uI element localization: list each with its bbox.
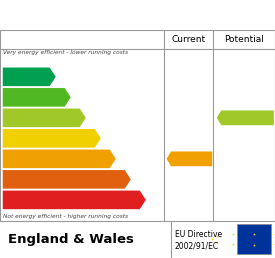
Text: E: E (108, 154, 116, 164)
Polygon shape (3, 68, 56, 86)
Text: Not energy efficient - higher running costs: Not energy efficient - higher running co… (3, 214, 128, 219)
Text: (1-20): (1-20) (7, 197, 30, 203)
Polygon shape (3, 150, 116, 168)
Text: EU Directive: EU Directive (175, 230, 222, 239)
Polygon shape (3, 109, 86, 127)
Polygon shape (3, 170, 131, 189)
Text: (21-38): (21-38) (7, 176, 34, 182)
Text: Current: Current (171, 35, 205, 44)
Text: (39-54): (39-54) (7, 156, 34, 162)
Polygon shape (217, 110, 274, 125)
Text: (55-68): (55-68) (7, 135, 34, 141)
Polygon shape (3, 88, 71, 107)
Text: Energy Efficiency Rating: Energy Efficiency Rating (8, 8, 199, 22)
Polygon shape (3, 191, 146, 209)
Text: (81-91): (81-91) (7, 94, 34, 100)
Text: 2002/91/EC: 2002/91/EC (175, 241, 219, 251)
Text: (69-80): (69-80) (7, 115, 34, 121)
Polygon shape (167, 151, 212, 166)
Text: England & Wales: England & Wales (8, 233, 134, 246)
Text: 45: 45 (182, 152, 200, 165)
Polygon shape (3, 129, 101, 148)
Text: 73: 73 (238, 111, 255, 124)
Text: G: G (138, 195, 147, 205)
Text: A: A (48, 72, 56, 82)
Text: F: F (123, 174, 131, 184)
Text: B: B (63, 92, 71, 102)
Bar (236, 224, 271, 254)
Text: (92 plus): (92 plus) (7, 74, 40, 80)
Text: Potential: Potential (224, 35, 264, 44)
Text: Very energy efficient - lower running costs: Very energy efficient - lower running co… (3, 50, 128, 55)
Text: D: D (92, 133, 102, 143)
Text: C: C (78, 113, 86, 123)
